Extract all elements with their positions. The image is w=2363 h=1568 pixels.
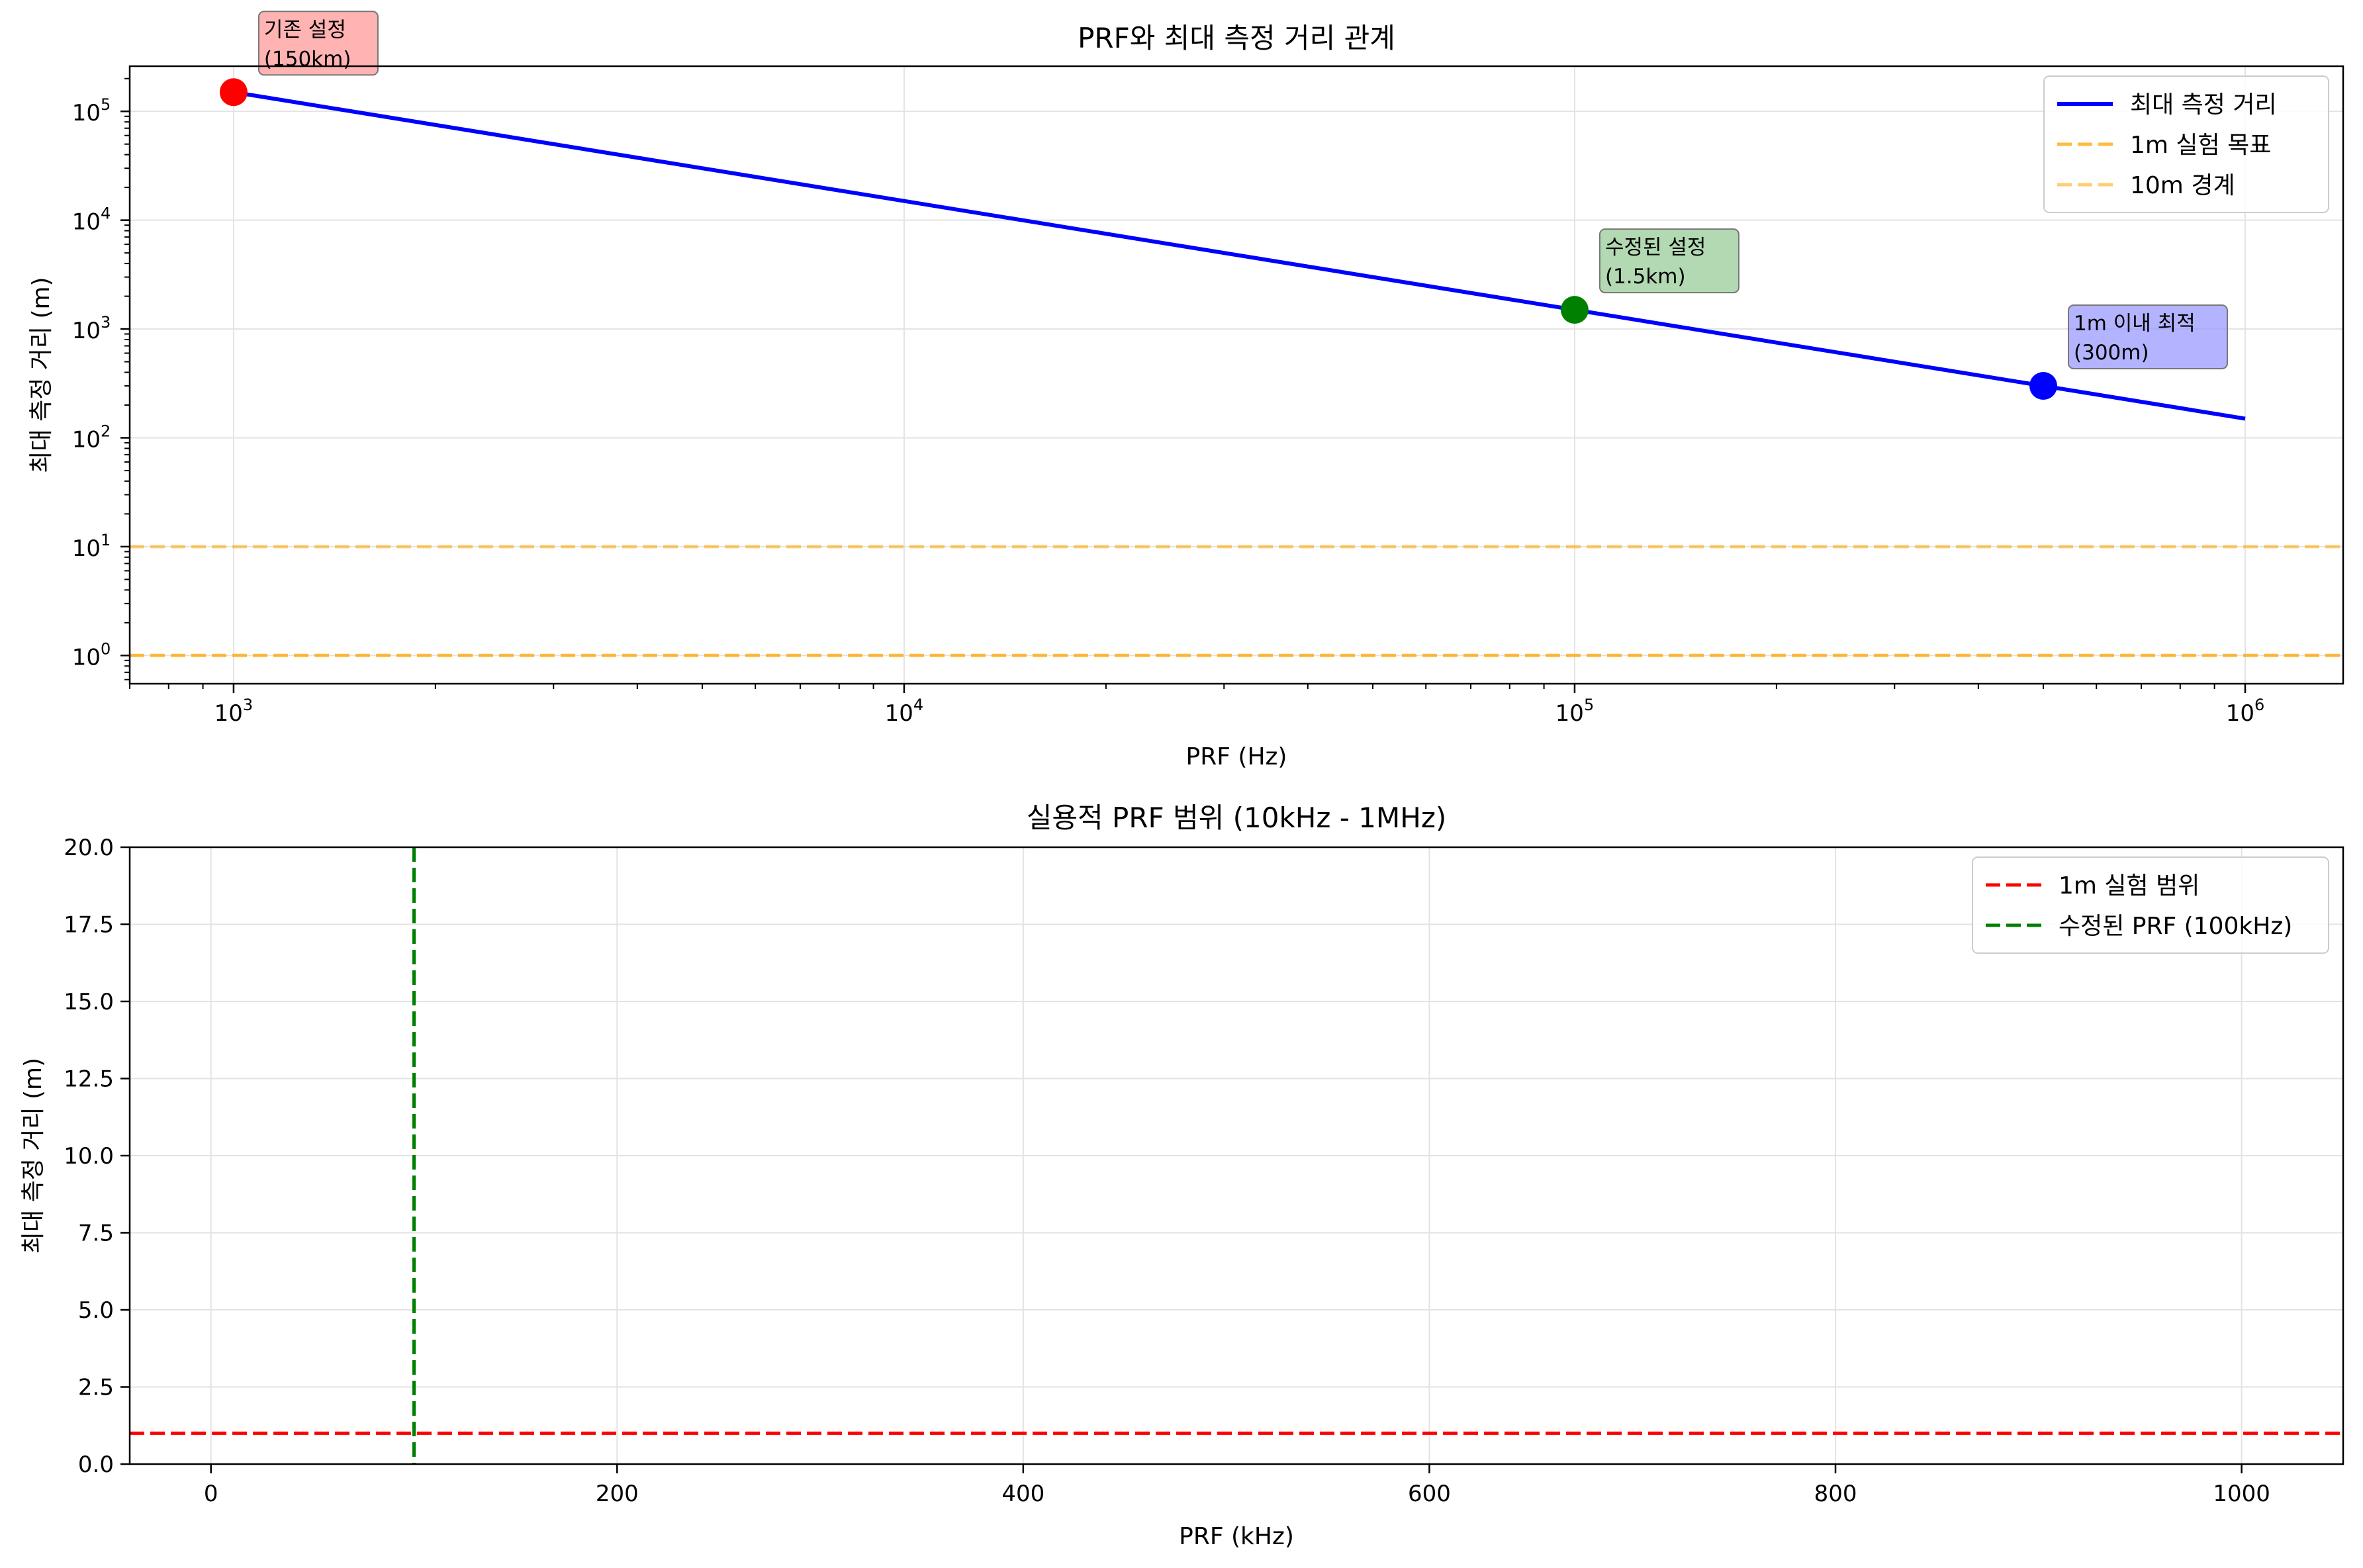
x-tick-base: 10 bbox=[2226, 700, 2254, 727]
series-line-max-range bbox=[233, 90, 2246, 421]
y-tick-label: 105 bbox=[72, 95, 111, 126]
y-tick-label: 12.5 bbox=[64, 1066, 114, 1093]
y-tick-exp: 0 bbox=[101, 639, 111, 658]
y-tick-label: 0.0 bbox=[78, 1452, 114, 1478]
y-tick-label: 104 bbox=[72, 205, 111, 236]
legend-label-1: 1m 실험 목표 bbox=[2130, 132, 2271, 159]
data-point-0 bbox=[219, 78, 248, 107]
x-tick-label: 0 bbox=[204, 1481, 218, 1507]
annotation-value-1: (1.5km) bbox=[1605, 265, 1686, 289]
chart-prf-vs-max-range: 기존 설정 (150km) 수정된 설정 (1.5km) 1m 이내 최적 (300m) 1… bbox=[28, 11, 2344, 770]
x-tick-exp: 6 bbox=[2254, 696, 2264, 714]
y-tick-base: 10 bbox=[72, 318, 101, 344]
y-tick-label: 7.5 bbox=[78, 1221, 114, 1247]
x-tick-exp: 4 bbox=[913, 696, 923, 714]
annotation-label-0: 기존 설정 bbox=[264, 18, 346, 42]
y-tick-exp: 4 bbox=[101, 205, 111, 223]
chart-title: PRF와 최대 측정 거리 관계 bbox=[1078, 22, 1395, 54]
annotation-box-1 bbox=[1598, 228, 1739, 294]
y-tick-label: 100 bbox=[72, 639, 111, 670]
y-tick-base: 10 bbox=[72, 209, 101, 236]
x-tick-label: 103 bbox=[214, 696, 254, 727]
legend-label-0: 최대 측정 거리 bbox=[2130, 91, 2277, 118]
x-tick-base: 10 bbox=[1555, 700, 1584, 727]
y-tick-base: 10 bbox=[72, 100, 101, 126]
x-tick-base: 10 bbox=[214, 700, 243, 727]
y-axis-label: 최대 측정 거리 (m) bbox=[28, 277, 55, 473]
annotation-box-2 bbox=[2068, 304, 2229, 370]
y-tick-base: 10 bbox=[72, 644, 101, 670]
annotation-value-2: (300m) bbox=[2074, 341, 2149, 365]
y-tick-exp: 1 bbox=[101, 531, 111, 549]
y-tick-label: 5.0 bbox=[78, 1297, 114, 1324]
x-tick-label: 200 bbox=[596, 1481, 639, 1507]
y-tick-label: 20.0 bbox=[64, 835, 114, 861]
y-tick-label: 103 bbox=[72, 313, 111, 344]
y-tick-base: 10 bbox=[72, 426, 101, 453]
y-tick-label: 17.5 bbox=[64, 912, 114, 939]
x-tick-label: 105 bbox=[1555, 696, 1595, 727]
x-tick-label: 106 bbox=[2226, 696, 2265, 727]
x-tick-label: 104 bbox=[885, 696, 924, 727]
x-tick-label: 800 bbox=[1814, 1481, 1857, 1507]
x-tick-exp: 3 bbox=[243, 696, 253, 714]
y-tick-label: 101 bbox=[72, 531, 111, 562]
y-axis-label: 최대 측정 거리 (m) bbox=[20, 1058, 47, 1254]
y-tick-label: 15.0 bbox=[64, 989, 114, 1015]
y-tick-label: 10.0 bbox=[64, 1143, 114, 1170]
y-tick-label: 2.5 bbox=[78, 1375, 114, 1401]
x-tick-label: 600 bbox=[1408, 1481, 1451, 1507]
data-point-1 bbox=[1560, 296, 1589, 324]
chart-practical-prf-range: 0 200 400 600 800 1000 0.0 2.5 5.0 7.5 10.0 12.5 15.… bbox=[20, 802, 2344, 1550]
legend-label-0: 1m 실험 범위 bbox=[2059, 872, 2200, 899]
data-point-2 bbox=[2029, 372, 2058, 400]
legend-box bbox=[2043, 75, 2329, 213]
annotation-value-0: (150km) bbox=[264, 47, 351, 71]
y-tick-exp: 2 bbox=[101, 422, 111, 440]
x-axis-label: PRF (Hz) bbox=[1186, 743, 1287, 770]
y-tick-exp: 5 bbox=[101, 95, 111, 114]
annotation-label-1: 수정된 설정 bbox=[1605, 236, 1706, 259]
y-tick-exp: 3 bbox=[101, 313, 111, 332]
x-tick-label: 400 bbox=[1001, 1481, 1044, 1507]
y-tick-base: 10 bbox=[72, 535, 101, 562]
legend-label-1: 수정된 PRF (100kHz) bbox=[2059, 913, 2292, 940]
plot-frame bbox=[128, 65, 2344, 685]
legend-label-2: 10m 경계 bbox=[2130, 172, 2235, 199]
legend-box bbox=[1972, 856, 2329, 954]
chart-title: 실용적 PRF 범위 (10kHz - 1MHz) bbox=[1027, 802, 1447, 834]
x-tick-label: 1000 bbox=[2213, 1481, 2270, 1507]
y-tick-label: 102 bbox=[72, 422, 111, 453]
x-tick-base: 10 bbox=[885, 700, 913, 727]
x-axis-label: PRF (kHz) bbox=[1179, 1523, 1294, 1550]
x-tick-exp: 5 bbox=[1584, 696, 1594, 714]
annotation-label-2: 1m 이내 최적 bbox=[2074, 312, 2196, 336]
annotation-box-0 bbox=[257, 11, 379, 76]
